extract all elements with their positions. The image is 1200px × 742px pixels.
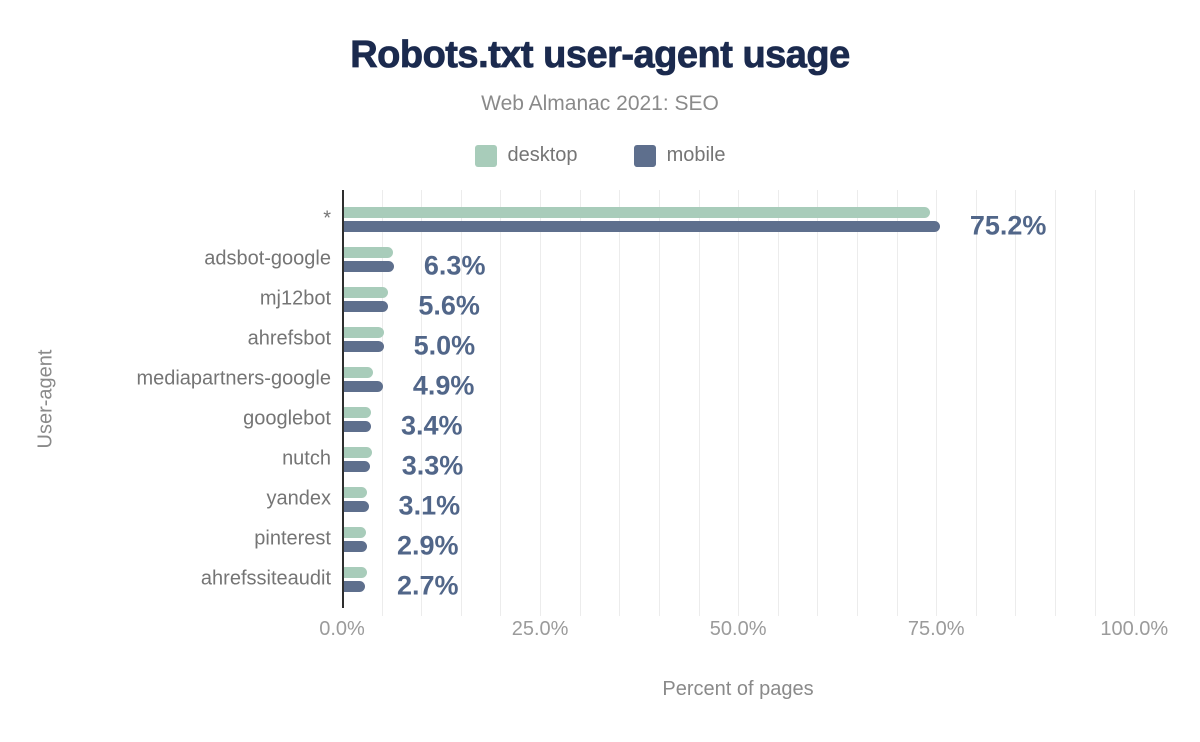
value-label: 3.4% xyxy=(400,410,463,441)
x-tick-label: 50.0% xyxy=(709,618,767,640)
bar-row: ahrefssiteaudit 2.7% xyxy=(201,566,1166,600)
bar-desktop xyxy=(344,526,367,538)
bar-desktop xyxy=(344,406,371,418)
gridline xyxy=(619,190,621,616)
bar-desktop xyxy=(344,486,367,498)
bar-row: ahrefsbot 5.0% xyxy=(248,326,1166,360)
chart-title: Robots.txt user-agent usage xyxy=(350,34,851,77)
gridline xyxy=(540,190,542,616)
category-label: ahrefsbot xyxy=(247,327,331,350)
bar-desktop xyxy=(344,566,367,578)
gridline xyxy=(896,190,898,616)
bar-row: yandex 3.1% xyxy=(267,486,1166,520)
bar-row: mj12bot 5.6% xyxy=(260,286,1166,320)
bar-desktop xyxy=(344,326,384,338)
gridline xyxy=(460,190,462,616)
value-label: 2.9% xyxy=(396,530,459,561)
bar-row: adsbot-google 6.3% xyxy=(204,246,1166,280)
bar-mobile xyxy=(344,260,394,272)
bar-mobile xyxy=(344,580,366,592)
legend-item-desktop: desktop xyxy=(474,144,578,167)
value-label: 3.3% xyxy=(401,450,464,481)
bar-mobile xyxy=(344,220,940,232)
plot-area: * 75.2% adsbot-google 6.3% mj12bot 5.6% ahrefs… xyxy=(136,190,1166,616)
x-tick-label: 75.0% xyxy=(907,618,965,640)
bar-row: pinterest 2.9% xyxy=(254,526,1166,560)
x-tick-label: 0.0% xyxy=(319,618,365,640)
gridline xyxy=(1094,190,1096,616)
bar-mobile xyxy=(344,340,384,352)
bar-row: googlebot 3.4% xyxy=(243,406,1166,440)
value-label: 2.7% xyxy=(396,570,459,601)
x-tick-label: 25.0% xyxy=(511,618,569,640)
value-label: 75.2% xyxy=(969,210,1047,241)
category-label: ahrefssiteaudit xyxy=(200,567,331,590)
value-label: 3.1% xyxy=(398,490,461,521)
legend-swatch-mobile xyxy=(633,144,656,167)
gridline xyxy=(1055,190,1057,616)
legend-item-mobile: mobile xyxy=(633,144,726,167)
bar-desktop xyxy=(344,286,388,298)
category-label: googlebot xyxy=(243,407,331,430)
bar-mobile xyxy=(344,380,383,392)
gridline xyxy=(857,190,858,616)
category-label: pinterest xyxy=(254,527,331,550)
category-label: mediapartners-google xyxy=(136,367,331,390)
bar-row: mediapartners-google 4.9% xyxy=(136,366,1166,400)
gridline xyxy=(500,190,502,616)
gridline xyxy=(658,190,660,616)
gridline xyxy=(975,190,977,616)
legend-swatch-desktop xyxy=(474,144,497,167)
bar-row: nutch 3.3% xyxy=(282,446,1166,480)
gridline xyxy=(579,190,581,616)
gridline xyxy=(1015,190,1017,616)
bar-mobile xyxy=(344,540,367,552)
chart-subtitle: Web Almanac 2021: SEO xyxy=(481,92,719,115)
gridline xyxy=(1134,190,1136,616)
gridline xyxy=(381,190,383,616)
x-axis-title: Percent of pages xyxy=(662,678,814,700)
value-label: 5.0% xyxy=(413,330,476,361)
gridline xyxy=(817,190,819,616)
bar-desktop xyxy=(344,446,372,458)
category-label: nutch xyxy=(282,447,331,470)
gridline xyxy=(936,190,938,616)
value-label: 6.3% xyxy=(423,250,486,281)
bar-mobile xyxy=(344,500,369,512)
bar-mobile xyxy=(344,300,389,312)
category-label: adsbot-google xyxy=(204,247,331,270)
value-label: 5.6% xyxy=(418,290,480,321)
gridline xyxy=(777,190,779,616)
category-label: yandex xyxy=(266,487,332,510)
value-label: 4.9% xyxy=(412,370,475,401)
legend-label: mobile xyxy=(666,144,726,166)
bar-row: * 75.2% xyxy=(323,206,1166,240)
y-axis-title: User-agent xyxy=(34,349,57,449)
bar-desktop xyxy=(344,366,374,378)
bar-mobile xyxy=(344,460,371,472)
gridline xyxy=(698,190,700,616)
category-label: mj12bot xyxy=(259,287,331,310)
x-tick-label: 100.0% xyxy=(1100,618,1169,640)
gridline xyxy=(421,190,423,616)
bar-desktop xyxy=(344,206,931,218)
gridline xyxy=(738,190,740,616)
chart-legend: desktop mobile xyxy=(0,144,1200,167)
y-axis-line xyxy=(342,190,344,608)
bar-mobile xyxy=(344,420,371,432)
category-label: * xyxy=(323,207,331,230)
bar-desktop xyxy=(344,246,394,258)
legend-label: desktop xyxy=(507,144,578,166)
